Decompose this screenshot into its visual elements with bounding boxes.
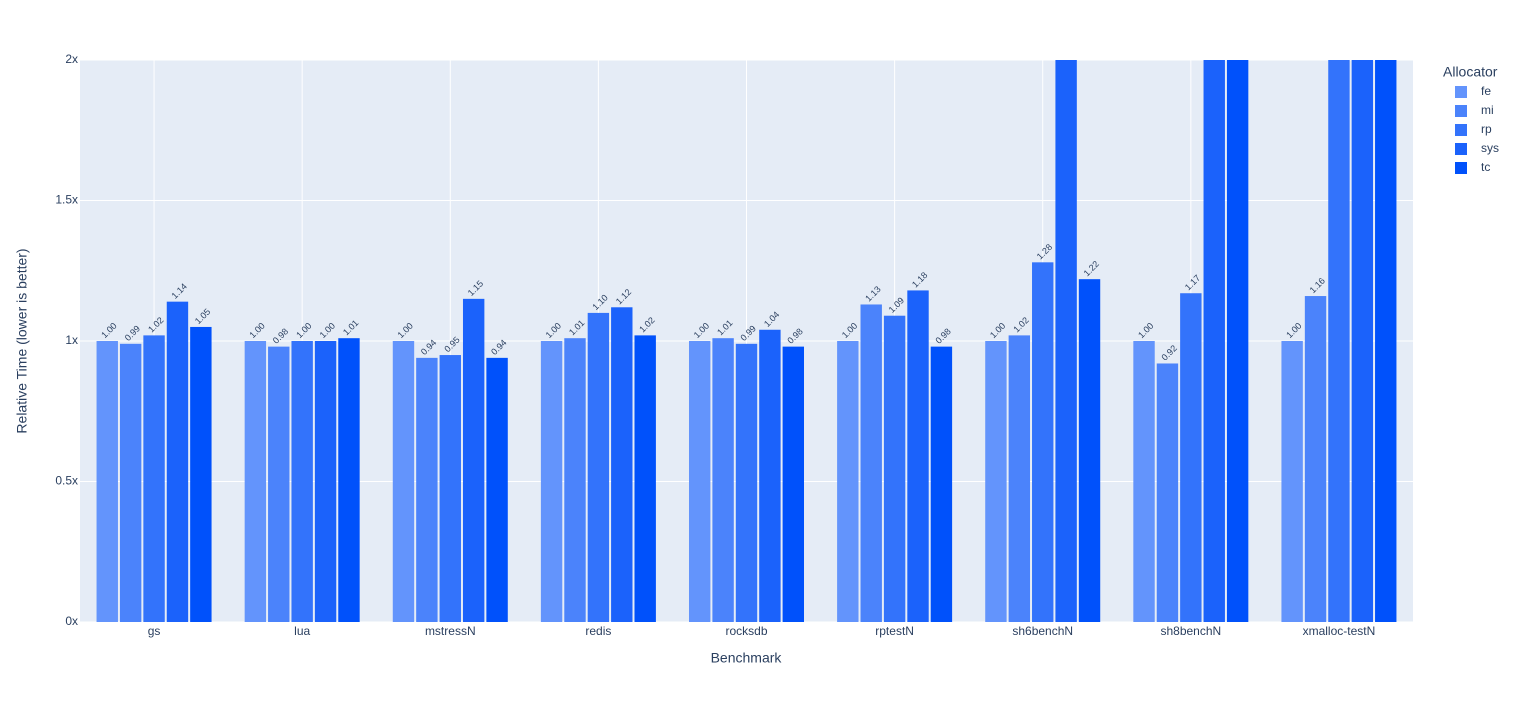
- x-axis-title: Benchmark: [711, 650, 783, 666]
- bar: [1375, 60, 1397, 622]
- bar: [1055, 60, 1077, 622]
- x-tick-label: sh8benchN: [1160, 624, 1221, 638]
- bar: [166, 301, 189, 622]
- bar: [244, 341, 267, 622]
- bar: [1328, 60, 1350, 622]
- bar: [564, 338, 586, 622]
- x-tick-label: lua: [294, 624, 310, 638]
- y-tick-label: 1.5x: [55, 193, 78, 207]
- bar: [1226, 60, 1249, 622]
- bar: [634, 335, 656, 622]
- bar: [1133, 341, 1155, 622]
- bar: [782, 346, 805, 622]
- y-tick-label: 2x: [65, 52, 78, 66]
- bar: [190, 326, 212, 622]
- bar: [96, 341, 118, 622]
- legend-title: Allocator: [1443, 64, 1498, 80]
- bar: [688, 341, 711, 622]
- bar: [735, 343, 758, 622]
- legend-swatch: [1455, 105, 1467, 117]
- bar: [1304, 296, 1327, 622]
- bars: [96, 60, 1397, 622]
- y-tick-label: 0.5x: [55, 474, 78, 488]
- x-tick-label: rocksdb: [725, 624, 767, 638]
- x-tick-label: mstressN: [425, 624, 476, 638]
- bar: [486, 357, 508, 622]
- x-tick-label: gs: [148, 624, 161, 638]
- bar: [930, 346, 953, 622]
- legend-swatch: [1455, 143, 1467, 155]
- bar: [759, 329, 781, 622]
- bar: [1281, 341, 1303, 622]
- bar: [416, 357, 438, 622]
- bar: [1156, 363, 1179, 622]
- bar: [883, 315, 906, 622]
- bar: [587, 312, 610, 622]
- x-tick-label: sh6benchN: [1012, 624, 1073, 638]
- bar: [392, 341, 415, 622]
- bar: [1351, 60, 1374, 622]
- bar: [985, 341, 1007, 622]
- bar: [611, 307, 633, 622]
- x-tick-label: rptestN: [875, 624, 914, 638]
- legend-swatch: [1455, 86, 1467, 98]
- y-tick-label: 1x: [65, 333, 78, 347]
- bar: [1203, 60, 1225, 622]
- y-tick-label: 0x: [65, 614, 78, 628]
- bar: [338, 338, 360, 622]
- bar: [1032, 262, 1054, 622]
- bar: [907, 290, 929, 622]
- bar: [268, 346, 290, 622]
- bar: [439, 355, 461, 622]
- legend-label: rp: [1481, 122, 1492, 136]
- legend-label: sys: [1481, 141, 1499, 155]
- legend-label: fe: [1481, 84, 1491, 98]
- y-axis-title: Relative Time (lower is better): [14, 248, 30, 433]
- legend-label: tc: [1481, 160, 1490, 174]
- bar: [1180, 293, 1202, 622]
- legend-swatch: [1455, 162, 1467, 174]
- x-tick-label: xmalloc-testN: [1303, 624, 1376, 638]
- bar: [540, 341, 563, 622]
- bar: [314, 341, 337, 622]
- x-tick-label: redis: [585, 624, 611, 638]
- legend-label: mi: [1481, 103, 1494, 117]
- bar: [1008, 335, 1031, 622]
- bar: [119, 343, 142, 622]
- bar: [860, 304, 882, 622]
- bar: [712, 338, 734, 622]
- legend-swatch: [1455, 124, 1467, 136]
- bar: [143, 335, 165, 622]
- bar: [462, 298, 485, 622]
- bar: [291, 341, 313, 622]
- bar: [837, 341, 859, 622]
- bar: [1078, 279, 1101, 622]
